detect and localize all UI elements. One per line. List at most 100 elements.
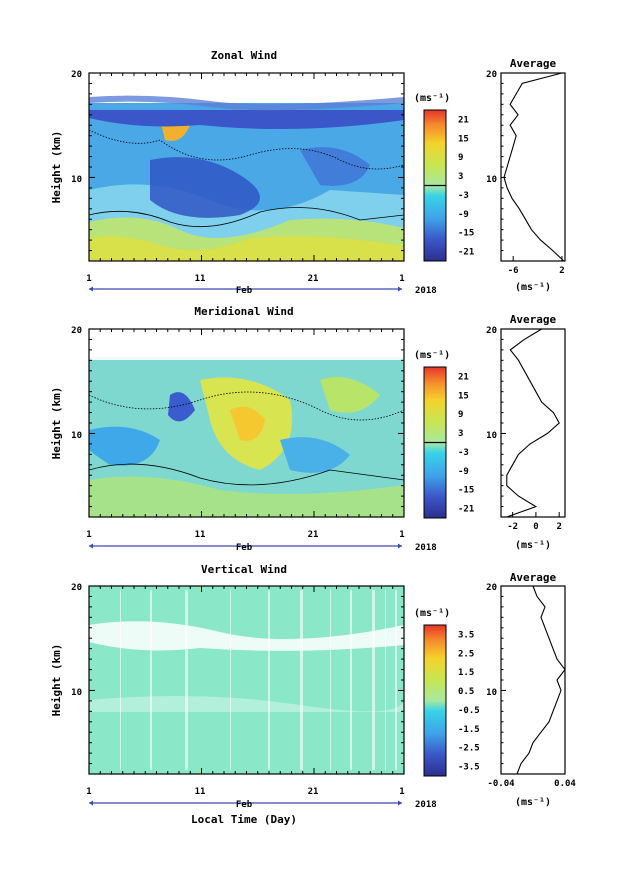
profile-unit: (ms⁻¹) — [515, 282, 551, 293]
gap-stripe — [268, 590, 270, 770]
colorbar-tick-label: -15 — [458, 486, 474, 496]
colorbar-tick-label: -21 — [458, 248, 474, 258]
average-profile: Average -0.04 0.04 20 10 (ms⁻¹) — [486, 571, 576, 808]
colorbar-tick-label: -0.5 — [458, 706, 480, 716]
gap-stripe — [372, 590, 375, 770]
colorbar-unit: (ms⁻¹) — [414, 608, 450, 619]
month-label: Feb — [236, 286, 253, 296]
x-tick-label: 1 — [86, 274, 91, 284]
y-axis-label: Height (km) — [50, 131, 63, 204]
vertical-heatmap — [89, 586, 404, 774]
profile-unit: (ms⁻¹) — [515, 797, 551, 808]
y-tick-label: 10 — [71, 431, 82, 441]
year-label: 2018 — [415, 543, 437, 553]
vertical-wind-panel: Vertical Wind 20 10 Height (km) 1 11 21 … — [50, 563, 576, 810]
y-tick-label: 10 — [71, 175, 82, 185]
profile-x-tick-label: 0 — [533, 522, 538, 532]
colorbar-tick-label: 2.5 — [458, 649, 474, 659]
y-axis-label: Height (km) — [50, 644, 63, 717]
gap-stripe — [330, 590, 331, 770]
colorbar: (ms⁻¹) 21 15 9 3 -3 -9 -15 -21 — [414, 350, 474, 519]
profile-line — [503, 72, 565, 262]
gap-stripe — [395, 590, 397, 770]
panel-title: Vertical Wind — [201, 563, 287, 576]
colorbar-tick-label: 21 — [458, 115, 469, 125]
colorbar-tick-label: -3 — [458, 191, 469, 201]
year-label: 2018 — [415, 286, 437, 296]
panel-title: Zonal Wind — [211, 49, 277, 62]
gap-stripe — [150, 590, 152, 770]
year-label: 2018 — [415, 800, 437, 810]
profile-title: Average — [510, 313, 557, 326]
x-tick-label: 1 — [399, 274, 404, 284]
y-tick-label: 10 — [71, 688, 82, 698]
profile-x-tick-label: -0.04 — [487, 779, 515, 789]
zonal-wind-panel: Zonal Wind 20 10 Height (km) 1 11 21 1 F… — [50, 49, 566, 296]
colorbar-tick-label: 21 — [458, 372, 469, 382]
figure-x-axis-label: Local Time (Day) — [191, 813, 297, 826]
profile-title: Average — [510, 571, 557, 584]
x-tick-label: 21 — [308, 787, 319, 797]
profile-y-tick: 20 — [486, 326, 497, 336]
profile-x-tick-label: 2 — [559, 266, 564, 276]
average-profile: Average -6 2 20 10 (ms⁻¹) — [486, 57, 566, 293]
profile-y-tick: 20 — [486, 70, 497, 80]
gap-stripe — [385, 590, 386, 770]
x-tick-label: 1 — [399, 530, 404, 540]
x-tick-label: 11 — [195, 274, 206, 284]
colorbar-tick-label: -3 — [458, 448, 469, 458]
colorbar-tick-label: -9 — [458, 210, 469, 220]
colorbar-tick-label: -3.5 — [458, 763, 480, 773]
colorbar-tick-label: -15 — [458, 229, 474, 239]
x-tick-label: 21 — [308, 530, 319, 540]
x-tick-label: 11 — [195, 787, 206, 797]
gap-stripe — [120, 590, 121, 770]
month-label: Feb — [236, 800, 253, 810]
average-profile: Average -2 0 2 20 10 (ms⁻¹) — [486, 313, 566, 551]
colorbar-tick-label: 3 — [458, 172, 463, 182]
colorbar-tick-label: -21 — [458, 505, 474, 515]
colorbar-tick-label: 9 — [458, 153, 463, 163]
colorbar-tick-label: -1.5 — [458, 725, 480, 735]
x-tick-label: 1 — [399, 787, 404, 797]
colorbar-tick-label: -2.5 — [458, 744, 480, 754]
y-tick-label: 20 — [71, 583, 82, 593]
gap-stripe — [185, 590, 188, 770]
colorbar-tick-label: 15 — [458, 134, 469, 144]
profile-y-tick: 10 — [486, 688, 497, 698]
y-ticks — [88, 72, 405, 262]
profile-line — [506, 328, 560, 518]
profile-y-tick: 10 — [486, 175, 497, 185]
colorbar-tick-label: 1.5 — [458, 668, 474, 678]
profile-x-tick-label: 2 — [556, 522, 561, 532]
colorbar-unit: (ms⁻¹) — [414, 93, 450, 104]
colorbar-tick-label: 3.5 — [458, 630, 474, 640]
colorbar-tick-label: 15 — [458, 391, 469, 401]
gap-stripe — [300, 590, 303, 770]
y-tick-label: 20 — [71, 70, 82, 80]
y-axis-label: Height (km) — [50, 387, 63, 460]
x-tick-label: 1 — [86, 530, 91, 540]
colorbar-tick-label: 3 — [458, 429, 463, 439]
x-tick-label: 21 — [308, 274, 319, 284]
gap-stripe — [350, 590, 352, 770]
x-tick-label: 11 — [195, 530, 206, 540]
month-label: Feb — [236, 543, 253, 553]
profile-line — [516, 585, 566, 775]
colorbar-unit: (ms⁻¹) — [414, 350, 450, 361]
colorbar-tick-label: 0.5 — [458, 687, 474, 697]
panel-title: Meridional Wind — [194, 305, 293, 318]
meridional-wind-panel: Meridional Wind 20 10 Height (km) 1 11 2… — [50, 305, 566, 553]
gap-stripe — [230, 590, 231, 770]
colorbar: (ms⁻¹) 21 15 9 3 -3 -9 -15 -21 — [414, 93, 474, 262]
profile-title: Average — [510, 57, 557, 70]
profile-x-tick-label: 0.04 — [554, 779, 576, 789]
meridional-heatmap — [89, 329, 404, 517]
y-tick-label: 20 — [71, 326, 82, 336]
profile-y-tick: 10 — [486, 431, 497, 441]
profile-x-tick-label: -6 — [508, 266, 519, 276]
colorbar-tick-label: 9 — [458, 410, 463, 420]
x-tick-label: 1 — [86, 787, 91, 797]
colorbar: (ms⁻¹) 3.5 2.5 1.5 0.5 -0.5 -1.5 -2.5 -3.5 — [414, 608, 480, 777]
